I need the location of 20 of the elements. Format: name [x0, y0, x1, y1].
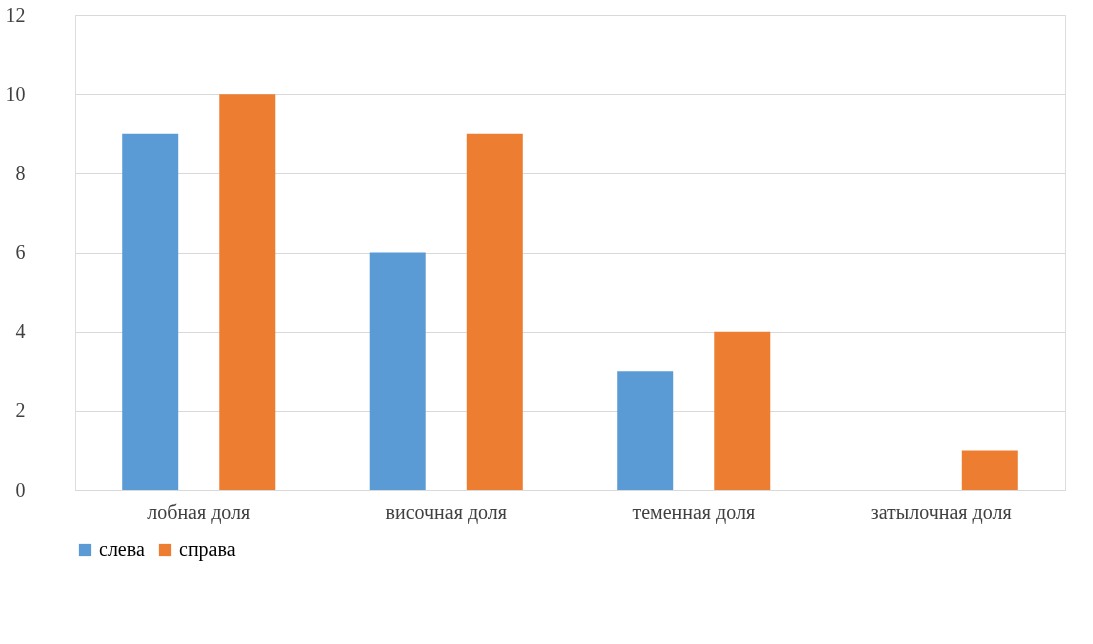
x-tick-label: теменная доля [632, 500, 756, 524]
bar [617, 371, 674, 490]
bar [219, 94, 276, 490]
y-tick-label: 4 [15, 320, 26, 343]
y-tick-label: 0 [15, 478, 26, 501]
y-tick-label: 8 [15, 161, 26, 184]
x-tick-label: затылочная доля [870, 500, 1012, 524]
bar [714, 331, 771, 490]
bar [122, 133, 179, 490]
x-tick-label: височная доля [385, 500, 507, 524]
bar [961, 450, 1018, 490]
y-tick-label: 2 [15, 399, 26, 422]
legend-label: справа [179, 538, 236, 561]
bar [466, 133, 523, 490]
x-tick-label: лобная доля [147, 500, 251, 524]
y-tick-label: 6 [15, 241, 26, 263]
y-tick-label: 10 [5, 82, 26, 105]
bar [369, 252, 426, 490]
y-tick-label: 12 [5, 3, 26, 26]
legend-label: слева [99, 538, 145, 560]
